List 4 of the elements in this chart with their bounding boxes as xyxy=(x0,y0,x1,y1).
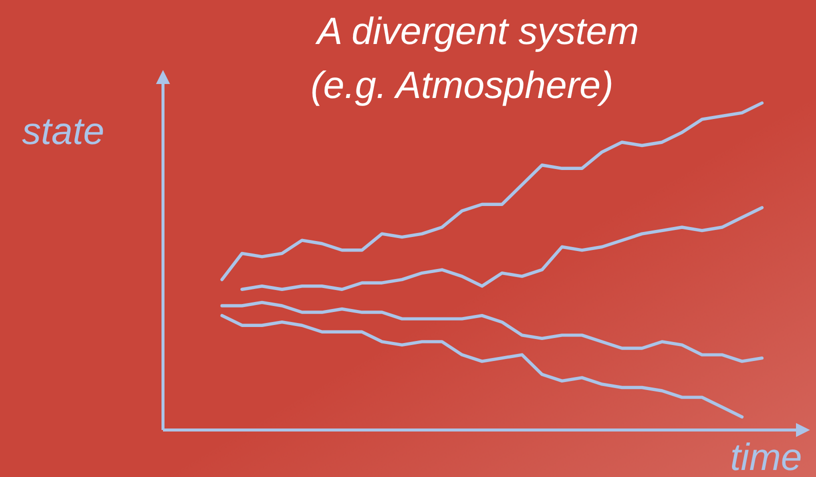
chart-subtitle: (e.g. Atmosphere) xyxy=(310,65,614,107)
chart-title: A divergent system xyxy=(315,11,639,53)
x-axis-title: time xyxy=(730,437,802,477)
y-axis-title: state xyxy=(22,111,104,153)
